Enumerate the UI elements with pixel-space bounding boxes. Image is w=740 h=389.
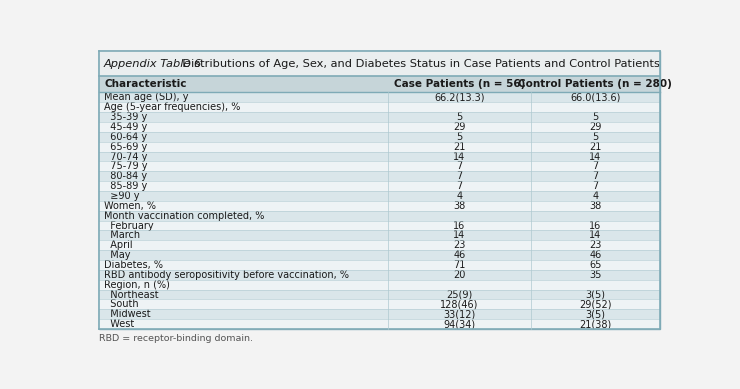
Text: 66.0(13.6): 66.0(13.6) (570, 93, 620, 102)
Text: Midwest: Midwest (104, 309, 151, 319)
Text: Northeast: Northeast (104, 289, 159, 300)
Bar (98, 230, 660, 240)
Text: 7: 7 (456, 161, 462, 172)
Text: 38: 38 (589, 201, 602, 211)
Text: 71: 71 (453, 260, 465, 270)
Text: 14: 14 (453, 230, 465, 240)
Text: 7: 7 (456, 181, 462, 191)
Text: 5: 5 (592, 132, 599, 142)
Text: Age (5-year frequencies), %: Age (5-year frequencies), % (104, 102, 240, 112)
Text: Diabetes, %: Diabetes, % (104, 260, 163, 270)
Bar (98, 152, 660, 161)
Bar (98, 319, 660, 329)
Text: Distributions of Age, Sex, and Diabetes Status in Case Patients and Control Pati: Distributions of Age, Sex, and Diabetes … (175, 59, 660, 68)
Text: March: March (104, 230, 141, 240)
Text: 7: 7 (592, 161, 599, 172)
Text: ≥90 y: ≥90 y (104, 191, 140, 201)
Text: 80-84 y: 80-84 y (104, 171, 147, 181)
Text: May: May (104, 250, 131, 260)
Text: 33(12): 33(12) (443, 309, 475, 319)
Text: 38: 38 (453, 201, 465, 211)
Text: 4: 4 (456, 191, 462, 201)
Bar (98, 280, 660, 290)
Text: 7: 7 (592, 181, 599, 191)
Text: 70-74 y: 70-74 y (104, 152, 147, 161)
Bar (98, 161, 660, 171)
Text: 4: 4 (592, 191, 599, 201)
Text: 29(52): 29(52) (579, 300, 611, 309)
Text: 21(38): 21(38) (579, 319, 611, 329)
Bar (98, 102, 660, 112)
Text: 21: 21 (453, 142, 465, 152)
Bar (98, 211, 660, 221)
Bar (98, 93, 660, 102)
Text: 35: 35 (589, 270, 602, 280)
Text: Region, n (%): Region, n (%) (104, 280, 170, 290)
Text: 29: 29 (453, 122, 465, 132)
Bar (98, 270, 660, 280)
Text: 14: 14 (589, 152, 602, 161)
Text: 65-69 y: 65-69 y (104, 142, 147, 152)
Text: 14: 14 (453, 152, 465, 161)
Text: 25(9): 25(9) (446, 289, 472, 300)
Text: 23: 23 (589, 240, 602, 250)
Text: 5: 5 (592, 112, 599, 122)
Text: Month vaccination completed, %: Month vaccination completed, % (104, 211, 264, 221)
Text: South: South (104, 300, 139, 309)
Text: Mean age (SD), y: Mean age (SD), y (104, 93, 189, 102)
Bar (98, 290, 660, 300)
Text: 16: 16 (589, 221, 602, 231)
Bar (98, 171, 660, 181)
Text: Case Patients (n = 56): Case Patients (n = 56) (394, 79, 525, 89)
Text: 85-89 y: 85-89 y (104, 181, 147, 191)
Text: 3(5): 3(5) (585, 289, 605, 300)
Text: RBD = receptor-binding domain.: RBD = receptor-binding domain. (99, 334, 254, 343)
Text: 23: 23 (453, 240, 465, 250)
Bar (98, 122, 660, 132)
Text: Control Patients (n = 280): Control Patients (n = 280) (518, 79, 672, 89)
Text: 16: 16 (453, 221, 465, 231)
Bar (98, 260, 660, 270)
Text: Appendix Table 6.: Appendix Table 6. (104, 59, 205, 68)
Bar (98, 181, 660, 191)
Bar (98, 76, 660, 93)
Bar (98, 221, 660, 230)
Bar (98, 240, 660, 250)
Text: 3(5): 3(5) (585, 309, 605, 319)
Bar (98, 300, 660, 309)
Text: 45-49 y: 45-49 y (104, 122, 147, 132)
Bar (98, 250, 660, 260)
Text: April: April (104, 240, 132, 250)
Text: 46: 46 (453, 250, 465, 260)
Text: 14: 14 (589, 230, 602, 240)
Text: West: West (104, 319, 135, 329)
Text: 94(34): 94(34) (443, 319, 475, 329)
Text: RBD antibody seropositivity before vaccination, %: RBD antibody seropositivity before vacci… (104, 270, 349, 280)
Bar (98, 132, 660, 142)
Bar (98, 191, 660, 201)
Text: Characteristic: Characteristic (104, 79, 186, 89)
Bar (98, 112, 660, 122)
Text: Women, %: Women, % (104, 201, 156, 211)
Text: 35-39 y: 35-39 y (104, 112, 147, 122)
Bar (98, 309, 660, 319)
Text: 7: 7 (456, 171, 462, 181)
Bar (98, 142, 660, 152)
Bar (98, 201, 660, 211)
Text: 29: 29 (589, 122, 602, 132)
Text: 7: 7 (592, 171, 599, 181)
Text: 60-64 y: 60-64 y (104, 132, 147, 142)
Text: February: February (104, 221, 154, 231)
Text: 65: 65 (589, 260, 602, 270)
Text: 128(46): 128(46) (440, 300, 478, 309)
Text: 46: 46 (589, 250, 602, 260)
Text: 5: 5 (456, 112, 462, 122)
Text: 20: 20 (453, 270, 465, 280)
Text: 66.2(13.3): 66.2(13.3) (434, 93, 485, 102)
Bar (98, 51, 660, 76)
Text: 5: 5 (456, 132, 462, 142)
Text: 21: 21 (589, 142, 602, 152)
Text: 75-79 y: 75-79 y (104, 161, 147, 172)
